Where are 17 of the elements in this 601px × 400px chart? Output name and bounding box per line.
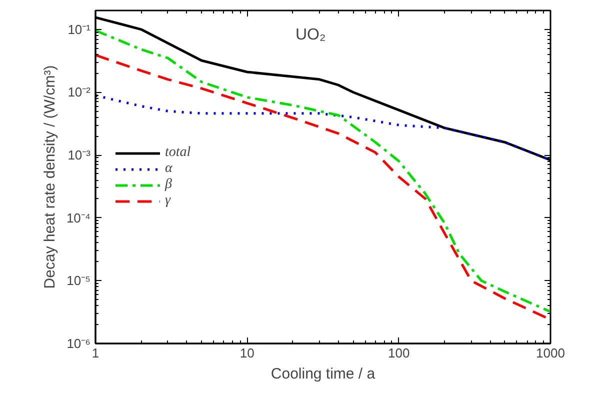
x-axis-title: Cooling time / a	[270, 366, 376, 382]
x-tick-label: 100	[388, 346, 410, 360]
y-tick-label: 10⁻⁴	[66, 210, 90, 226]
legend-label: α	[165, 160, 174, 176]
y-tick-label: 10⁻⁶	[66, 336, 90, 351]
x-tick-label: 10	[240, 346, 254, 360]
y-tick-label: 10⁻⁵	[66, 273, 91, 288]
y-tick-label: 10⁻³	[68, 148, 92, 163]
legend-label: γ	[165, 192, 172, 208]
legend-label: β	[165, 176, 173, 192]
legend-label: total	[165, 144, 191, 160]
x-tick-label: 1000	[536, 346, 565, 360]
y-axis-title: Decay heat rate density / (W/cm³)	[41, 65, 58, 289]
y-tick-label: 10⁻²	[68, 84, 92, 100]
y-tick-label: 10⁻¹	[68, 22, 92, 37]
text: UO₂	[296, 26, 326, 44]
x-tick-label: 1	[92, 346, 100, 360]
